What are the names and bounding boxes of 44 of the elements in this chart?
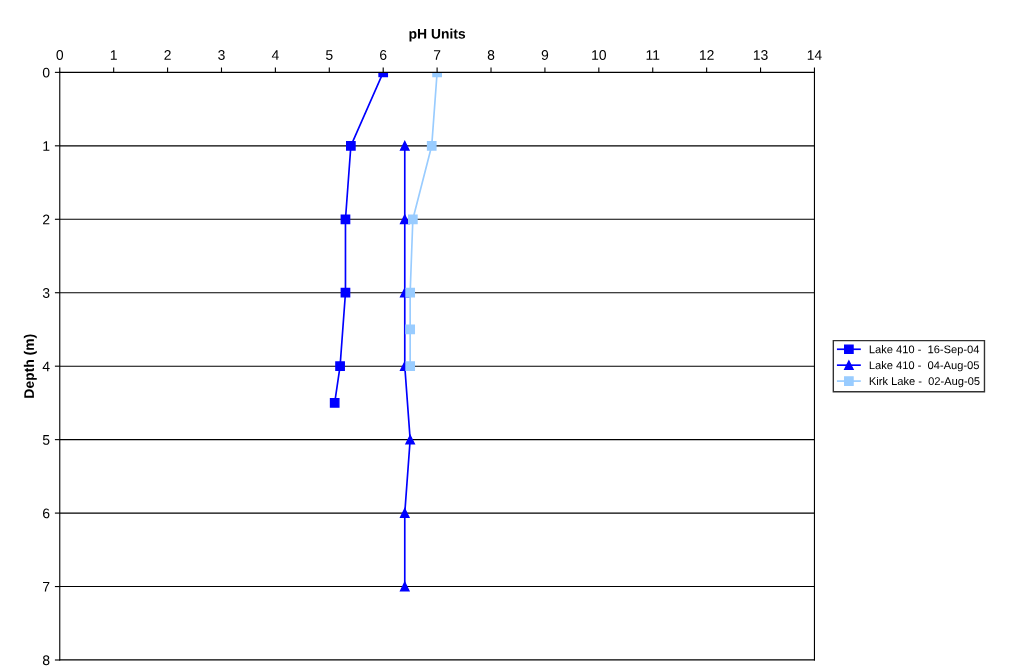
y-tick-label: 5 xyxy=(42,435,50,445)
point xyxy=(340,287,351,298)
y-tick-label: 7 xyxy=(43,582,50,592)
point xyxy=(399,508,410,518)
x-tick-label: 10 xyxy=(592,50,607,60)
point xyxy=(345,140,356,151)
point xyxy=(335,361,345,372)
y-tick-label: 4 xyxy=(42,361,50,372)
legend-label: Lake 410 - 04-Aug-05 xyxy=(869,361,979,372)
point xyxy=(407,214,418,225)
legend-label: Lake 410 - 16-Sep-04 xyxy=(869,345,980,356)
x-axis-title: pH Units xyxy=(409,28,466,42)
point xyxy=(405,361,416,372)
x-tick-label: 7 xyxy=(433,50,441,60)
point xyxy=(329,398,340,408)
x-tick-label: 3 xyxy=(218,50,225,60)
x-tick-label: 1 xyxy=(110,50,117,60)
point xyxy=(405,324,416,335)
point xyxy=(405,434,416,445)
x-tick-label: 14 xyxy=(807,50,822,60)
point xyxy=(399,581,410,592)
x-tick-label: 13 xyxy=(753,50,768,60)
x-tick-label: 12 xyxy=(699,50,714,60)
y-axis-title: Depth (m) xyxy=(23,334,37,398)
x-tick-label: 2 xyxy=(164,50,171,60)
point xyxy=(405,287,416,298)
x-tick-label: 9 xyxy=(541,50,549,60)
x-tick-label: 5 xyxy=(325,50,333,60)
x-tick-label: 11 xyxy=(646,50,660,60)
y-tick-label: 1 xyxy=(43,141,50,151)
legend-label: Kirk Lake - 02-Aug-05 xyxy=(869,376,980,388)
y-tick-label: 8 xyxy=(42,655,50,666)
point xyxy=(426,140,437,151)
y-tick-label: 3 xyxy=(42,288,50,298)
x-tick-label: 6 xyxy=(380,50,387,60)
x-tick-label: 0 xyxy=(56,50,64,60)
point xyxy=(399,140,410,151)
y-tick-label: 2 xyxy=(43,214,50,225)
y-tick-label: 6 xyxy=(43,508,50,519)
x-tick-label: 8 xyxy=(487,50,495,60)
x-tick-label: 4 xyxy=(271,50,279,60)
point xyxy=(340,214,351,225)
y-tick-label: 0 xyxy=(42,67,50,78)
point xyxy=(399,214,410,225)
